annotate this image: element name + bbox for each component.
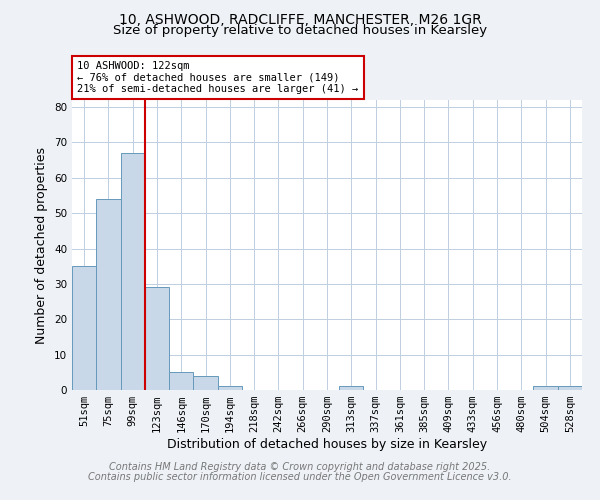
Bar — [218, 386, 242, 390]
Text: Size of property relative to detached houses in Kearsley: Size of property relative to detached ho… — [113, 24, 487, 37]
Bar — [121, 153, 145, 390]
Bar — [193, 376, 218, 390]
Y-axis label: Number of detached properties: Number of detached properties — [35, 146, 49, 344]
Bar — [169, 372, 193, 390]
X-axis label: Distribution of detached houses by size in Kearsley: Distribution of detached houses by size … — [167, 438, 487, 451]
Bar — [558, 386, 582, 390]
Bar — [145, 288, 169, 390]
Text: 10, ASHWOOD, RADCLIFFE, MANCHESTER, M26 1GR: 10, ASHWOOD, RADCLIFFE, MANCHESTER, M26 … — [119, 12, 481, 26]
Bar — [96, 199, 121, 390]
Bar — [72, 266, 96, 390]
Text: Contains public sector information licensed under the Open Government Licence v3: Contains public sector information licen… — [88, 472, 512, 482]
Text: 10 ASHWOOD: 122sqm
← 76% of detached houses are smaller (149)
21% of semi-detach: 10 ASHWOOD: 122sqm ← 76% of detached hou… — [77, 61, 358, 94]
Bar — [339, 386, 364, 390]
Text: Contains HM Land Registry data © Crown copyright and database right 2025.: Contains HM Land Registry data © Crown c… — [109, 462, 491, 472]
Bar — [533, 386, 558, 390]
